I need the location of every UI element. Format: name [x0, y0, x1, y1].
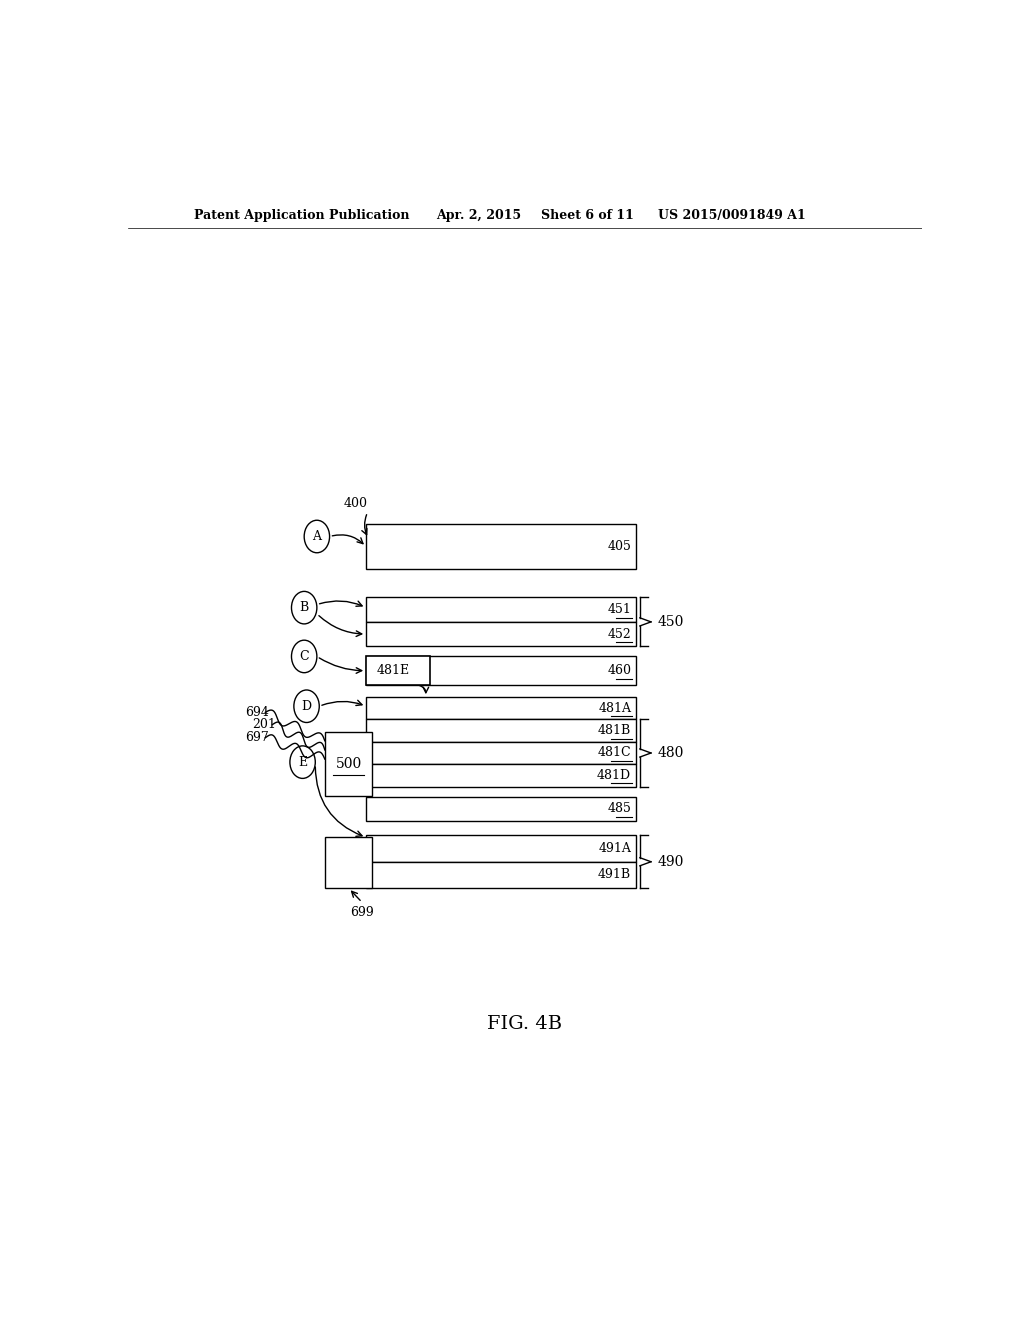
Text: 491A: 491A — [598, 842, 631, 855]
Text: 460: 460 — [607, 664, 631, 677]
Text: 694: 694 — [246, 706, 269, 719]
Text: A: A — [312, 531, 322, 543]
Bar — [367, 862, 636, 888]
Bar — [367, 598, 636, 622]
Bar — [325, 837, 373, 888]
Text: C: C — [299, 649, 309, 663]
Text: 697: 697 — [246, 731, 269, 744]
Text: Sheet 6 of 11: Sheet 6 of 11 — [541, 209, 634, 222]
Text: 451: 451 — [607, 603, 631, 616]
Bar — [367, 656, 636, 685]
Text: 500: 500 — [336, 756, 361, 771]
Text: 490: 490 — [657, 855, 684, 869]
Text: 405: 405 — [607, 540, 631, 553]
Text: 481C: 481C — [598, 747, 631, 759]
Bar — [367, 742, 636, 764]
Text: D: D — [301, 700, 311, 713]
Bar — [367, 719, 636, 742]
Bar — [367, 697, 636, 719]
Bar — [367, 797, 636, 821]
Text: B: B — [300, 601, 309, 614]
Bar — [367, 656, 430, 685]
Bar — [367, 622, 636, 647]
Text: 485: 485 — [607, 803, 631, 816]
Text: 491B: 491B — [598, 869, 631, 882]
Text: 400: 400 — [344, 498, 368, 511]
Text: 481A: 481A — [598, 702, 631, 714]
Text: 481D: 481D — [597, 768, 631, 781]
Text: 480: 480 — [657, 746, 684, 760]
Text: 450: 450 — [657, 615, 684, 628]
Text: Apr. 2, 2015: Apr. 2, 2015 — [436, 209, 521, 222]
Text: FIG. 4B: FIG. 4B — [487, 1015, 562, 1034]
Bar — [325, 731, 373, 796]
Bar — [367, 524, 636, 569]
Text: 481E: 481E — [376, 664, 410, 677]
Text: 452: 452 — [607, 627, 631, 640]
Text: Patent Application Publication: Patent Application Publication — [194, 209, 410, 222]
Bar — [367, 764, 636, 787]
Text: 201: 201 — [253, 718, 276, 731]
Text: E: E — [298, 755, 307, 768]
Text: 481B: 481B — [598, 725, 631, 737]
Text: 699: 699 — [350, 906, 374, 919]
Text: US 2015/0091849 A1: US 2015/0091849 A1 — [658, 209, 806, 222]
Bar — [367, 836, 636, 862]
